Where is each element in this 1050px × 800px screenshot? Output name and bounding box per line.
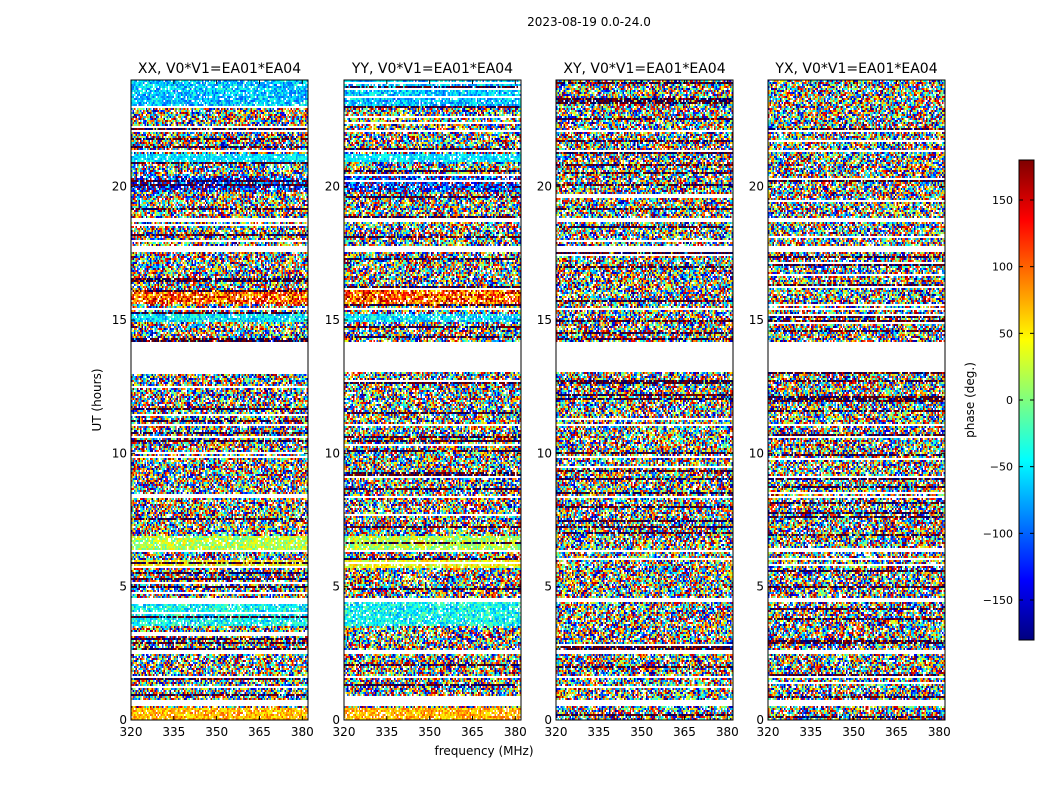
y-tick-label: 10 (325, 446, 340, 460)
y-tick-label: 10 (112, 446, 127, 460)
x-tick-label: 320 (333, 725, 356, 739)
heatmap-yy (344, 80, 521, 720)
x-axis-label: frequency (MHz) (434, 744, 533, 758)
y-tick-label: 5 (544, 580, 552, 594)
panel-title: YY, V0*V1=EA01*EA04 (351, 61, 513, 77)
panel-frame (130, 79, 309, 721)
x-tick-label: 380 (716, 725, 739, 739)
x-tick-label: 350 (630, 725, 653, 739)
y-tick-label: 15 (537, 313, 552, 327)
x-tick-label: 320 (757, 725, 780, 739)
y-tick-label: 20 (325, 180, 340, 194)
y-tick-label: 20 (749, 180, 764, 194)
panel-yx: YX, V0*V1=EA01*EA04 320 335 350 365 380 0 5 10 15… (749, 61, 951, 739)
y-tick-label: 15 (749, 313, 764, 327)
colorbar-tick-label: 100 (992, 261, 1013, 274)
figure-suptitle: 2023-08-19 0.0-24.0 (527, 15, 651, 29)
panel-xy: XY, V0*V1=EA01*EA04 320 335 350 365 380 0 5 10 15… (537, 61, 739, 739)
colorbar-tick-label: 150 (992, 194, 1013, 207)
y-tick-label: 15 (325, 313, 340, 327)
colorbar-tick-label: −100 (983, 527, 1013, 540)
x-tick-label: 365 (673, 725, 696, 739)
x-tick-label: 365 (461, 725, 484, 739)
y-tick-label: 20 (537, 180, 552, 194)
y-tick-label: 0 (756, 713, 764, 727)
x-tick-label: 320 (545, 725, 568, 739)
heatmap-xx (131, 80, 308, 720)
colorbar-tick-label: −150 (983, 594, 1013, 607)
x-tick-label: 380 (928, 725, 951, 739)
y-tick-label: 5 (119, 580, 127, 594)
panel-title: XX, V0*V1=EA01*EA04 (138, 61, 301, 77)
panel-frame (767, 79, 946, 721)
panel-yy: YY, V0*V1=EA01*EA04 320 335 350 365 380 0 5 10 15… (325, 61, 527, 739)
heatmap-xy (556, 80, 733, 720)
x-tick-label: 350 (842, 725, 865, 739)
colorbar-tick-label: −50 (990, 461, 1013, 474)
panel-xx: XX, V0*V1=EA01*EA04 320 335 350 365 380 0 5 10 15… (112, 61, 314, 739)
x-tick-label: 380 (291, 725, 314, 739)
x-tick-label: 365 (885, 725, 908, 739)
colorbar-tick-label: 0 (1006, 394, 1013, 407)
panel-title: YX, V0*V1=EA01*EA04 (774, 61, 937, 77)
y-tick-label: 10 (537, 446, 552, 460)
x-tick-label: 380 (504, 725, 527, 739)
y-tick-label: 0 (119, 713, 127, 727)
x-tick-label: 365 (248, 725, 271, 739)
colorbar: −150 −100 −50 0 50 100 150 (983, 159, 1035, 641)
colorbar-tick-label: 50 (999, 327, 1013, 340)
x-tick-label: 335 (162, 725, 185, 739)
y-tick-label: 5 (332, 580, 340, 594)
y-tick-label: 10 (749, 446, 764, 460)
x-tick-label: 335 (799, 725, 822, 739)
x-tick-label: 350 (418, 725, 441, 739)
panel-title: XY, V0*V1=EA01*EA04 (563, 61, 725, 77)
heatmap-yx (768, 80, 945, 720)
panels: XX, V0*V1=EA01*EA04 320 335 350 365 380 0 5 10 15… (112, 61, 951, 739)
y-tick-label: 20 (112, 180, 127, 194)
x-tick-label: 335 (587, 725, 610, 739)
y-tick-label: 0 (544, 713, 552, 727)
y-tick-label: 15 (112, 313, 127, 327)
y-tick-label: 0 (332, 713, 340, 727)
y-axis-label: UT (hours) (90, 368, 104, 431)
panel-frame (343, 79, 522, 721)
x-tick-label: 350 (205, 725, 228, 739)
panel-frame (555, 79, 734, 721)
y-tick-label: 5 (756, 580, 764, 594)
x-tick-label: 320 (120, 725, 143, 739)
x-tick-label: 335 (375, 725, 398, 739)
colorbar-label: phase (deg.) (963, 362, 977, 438)
